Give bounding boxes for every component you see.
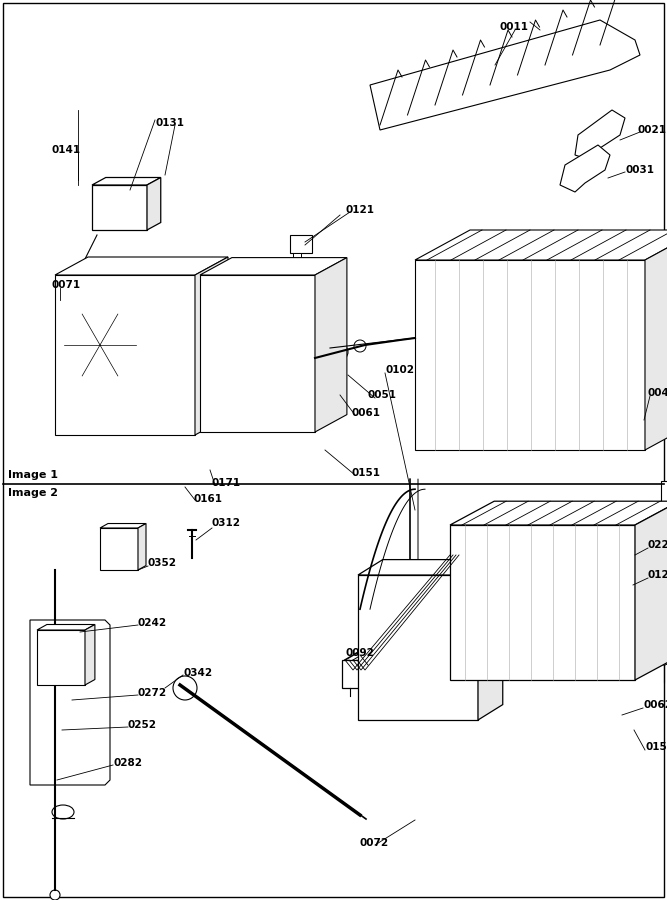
Text: Image 1: Image 1 — [8, 470, 58, 481]
Polygon shape — [645, 230, 667, 450]
Text: 0122: 0122 — [648, 570, 667, 580]
Text: 0031: 0031 — [625, 165, 654, 175]
Polygon shape — [478, 560, 503, 720]
Polygon shape — [92, 177, 161, 185]
Polygon shape — [370, 20, 640, 130]
Polygon shape — [37, 625, 95, 630]
Circle shape — [243, 375, 253, 385]
Polygon shape — [147, 177, 161, 230]
Polygon shape — [100, 528, 138, 570]
Text: 0282: 0282 — [113, 758, 142, 768]
Polygon shape — [37, 630, 85, 685]
Text: 0151: 0151 — [352, 468, 381, 478]
Text: 0342: 0342 — [183, 668, 212, 678]
Polygon shape — [315, 257, 347, 432]
Bar — [293, 253, 301, 261]
Text: 0272: 0272 — [138, 688, 167, 698]
Polygon shape — [55, 257, 228, 275]
Circle shape — [259, 354, 271, 366]
Text: 0222: 0222 — [648, 540, 667, 550]
Bar — [661, 482, 667, 509]
Polygon shape — [92, 185, 147, 230]
Polygon shape — [635, 501, 667, 680]
Circle shape — [50, 890, 60, 900]
Text: 0121: 0121 — [345, 205, 374, 215]
Text: 0071: 0071 — [52, 280, 81, 290]
Circle shape — [354, 340, 366, 352]
Text: 0092: 0092 — [345, 648, 374, 658]
Text: 0021: 0021 — [638, 125, 667, 135]
Circle shape — [234, 366, 262, 394]
Text: 0152: 0152 — [645, 742, 667, 752]
Polygon shape — [200, 275, 315, 432]
Text: 0062: 0062 — [643, 700, 667, 710]
Polygon shape — [85, 625, 95, 685]
Polygon shape — [560, 145, 610, 192]
Text: 0242: 0242 — [138, 618, 167, 628]
Circle shape — [265, 314, 271, 321]
Text: 0312: 0312 — [212, 518, 241, 528]
Circle shape — [268, 328, 292, 352]
Text: 0102: 0102 — [385, 365, 414, 375]
Bar — [342, 660, 387, 688]
Polygon shape — [55, 275, 195, 435]
Polygon shape — [358, 560, 503, 575]
Polygon shape — [30, 620, 110, 785]
Circle shape — [232, 322, 247, 338]
Text: Image 2: Image 2 — [8, 488, 58, 499]
Circle shape — [58, 303, 142, 387]
Polygon shape — [450, 525, 635, 680]
Polygon shape — [415, 260, 645, 450]
Circle shape — [179, 301, 187, 309]
Polygon shape — [200, 257, 347, 275]
Text: 0141: 0141 — [52, 145, 81, 155]
Circle shape — [659, 655, 667, 665]
Text: 0131: 0131 — [155, 118, 184, 128]
Ellipse shape — [52, 805, 74, 819]
Circle shape — [275, 336, 284, 344]
Bar — [290, 235, 312, 253]
Polygon shape — [575, 110, 625, 160]
Text: 0072: 0072 — [360, 838, 389, 848]
Text: 0061: 0061 — [352, 408, 381, 418]
Text: 0011: 0011 — [500, 22, 529, 32]
Text: 0161: 0161 — [193, 494, 222, 504]
Polygon shape — [100, 524, 146, 528]
Polygon shape — [195, 257, 228, 435]
Circle shape — [218, 308, 262, 352]
Polygon shape — [358, 575, 478, 720]
Circle shape — [247, 342, 283, 378]
Circle shape — [173, 676, 197, 700]
Text: 0041: 0041 — [647, 388, 667, 398]
Circle shape — [179, 401, 187, 409]
Text: 0252: 0252 — [128, 720, 157, 730]
Circle shape — [94, 339, 106, 351]
Polygon shape — [138, 524, 146, 570]
Text: 0352: 0352 — [148, 558, 177, 568]
Text: 0051: 0051 — [368, 390, 397, 400]
Polygon shape — [415, 230, 667, 260]
Polygon shape — [450, 501, 667, 525]
Text: 0171: 0171 — [212, 478, 241, 488]
Circle shape — [332, 344, 348, 360]
Circle shape — [258, 308, 278, 328]
